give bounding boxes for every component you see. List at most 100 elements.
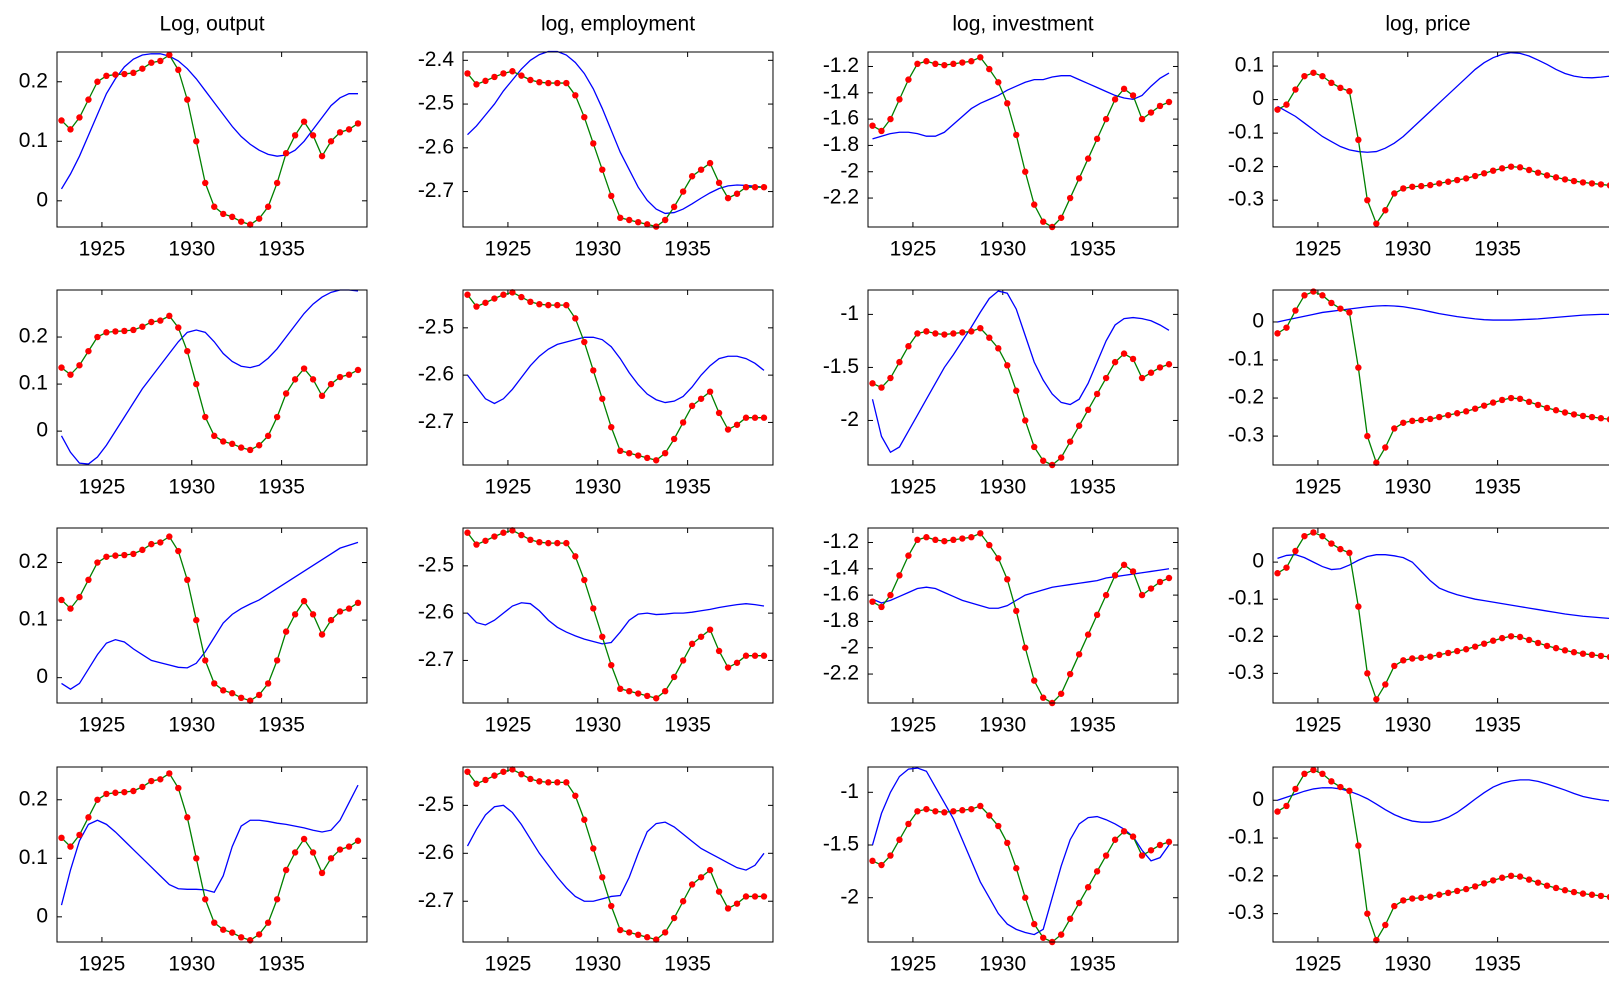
x-tick-label: 1925 — [79, 476, 126, 499]
series-line — [1277, 554, 1609, 620]
data-point — [751, 414, 759, 421]
y-tick-label: -2.7 — [418, 179, 454, 202]
data-point — [121, 551, 128, 559]
data-point — [670, 203, 678, 211]
data-point — [1120, 350, 1128, 357]
data-point — [1022, 168, 1029, 175]
data-point — [509, 766, 516, 773]
data-point — [464, 768, 471, 775]
data-point — [733, 900, 741, 907]
data-point — [1606, 653, 1609, 661]
data-point — [309, 611, 317, 618]
data-point — [554, 539, 561, 547]
y-tick-label: 0 — [36, 904, 48, 927]
data-point — [1436, 651, 1443, 659]
x-tick-label: 1935 — [1069, 953, 1116, 976]
data-point — [724, 426, 732, 433]
data-point — [273, 896, 281, 903]
data-point — [724, 664, 732, 671]
y-tick-label: -2.5 — [418, 553, 454, 576]
data-point — [995, 345, 1002, 352]
data-point — [914, 808, 921, 815]
data-point — [652, 457, 660, 464]
y-tick-label: 0 — [1252, 788, 1264, 811]
data-point — [67, 843, 74, 850]
data-point — [1373, 459, 1380, 466]
data-point — [643, 221, 651, 228]
data-point — [1057, 690, 1065, 697]
data-point — [229, 213, 236, 221]
data-point — [1579, 650, 1587, 657]
data-point — [617, 685, 624, 693]
data-point — [1489, 167, 1497, 174]
data-point — [1147, 847, 1155, 854]
data-point — [1400, 897, 1407, 904]
data-point — [554, 79, 561, 87]
y-tick-label: -0.1 — [1228, 826, 1264, 849]
data-point — [1066, 438, 1074, 445]
y-tick-label: -2 — [840, 159, 859, 182]
data-point — [175, 784, 182, 792]
data-point — [1066, 670, 1074, 678]
data-point — [345, 605, 353, 612]
data-point — [1543, 172, 1551, 179]
data-point — [715, 409, 723, 417]
data-point — [1337, 545, 1344, 553]
data-point — [76, 831, 83, 839]
data-point — [536, 300, 543, 308]
data-point — [246, 697, 254, 704]
data-point — [527, 775, 534, 783]
panel-frame — [867, 51, 1179, 228]
data-point — [1093, 135, 1101, 143]
series-line — [1277, 52, 1609, 153]
series-line — [871, 290, 1170, 454]
y-tick-label: -1.2 — [823, 54, 859, 77]
data-point — [869, 598, 876, 605]
data-point — [941, 537, 948, 545]
data-point — [1004, 839, 1011, 847]
x-tick-label: 1935 — [664, 238, 711, 261]
data-point — [1516, 873, 1524, 880]
series-line — [467, 50, 765, 215]
data-point — [869, 122, 876, 129]
data-point — [1147, 109, 1155, 116]
data-point — [1274, 330, 1281, 337]
data-point — [473, 81, 480, 88]
data-point — [599, 874, 606, 881]
data-point — [473, 541, 480, 548]
data-point — [157, 776, 164, 783]
y-tick-label: -0.3 — [1228, 661, 1264, 684]
data-point — [1346, 88, 1353, 95]
x-tick-label: 1925 — [890, 238, 937, 261]
x-tick-label: 1930 — [1384, 476, 1431, 499]
data-point — [264, 203, 272, 210]
data-point — [590, 140, 597, 147]
y-tick-label: -0.1 — [1228, 121, 1264, 144]
data-point — [941, 809, 948, 816]
y-tick-label: 0.1 — [1235, 54, 1264, 77]
data-point — [518, 531, 525, 539]
data-point — [473, 780, 480, 787]
data-point — [968, 534, 975, 541]
panel-title: log, investment — [952, 13, 1093, 36]
data-point — [563, 301, 570, 309]
data-point — [706, 388, 714, 395]
data-point — [193, 138, 200, 145]
data-point — [94, 78, 101, 85]
data-point — [220, 926, 227, 933]
data-point — [760, 183, 768, 191]
data-point — [300, 118, 308, 125]
x-tick-label: 1925 — [1295, 476, 1342, 499]
data-point — [679, 188, 687, 195]
data-point — [336, 129, 344, 136]
data-point — [626, 216, 633, 224]
data-point — [1507, 633, 1515, 640]
x-tick-label: 1930 — [574, 953, 621, 976]
data-point — [1525, 166, 1533, 174]
data-point — [1498, 634, 1506, 642]
data-point — [1445, 411, 1452, 419]
x-tick-label: 1930 — [168, 476, 215, 499]
data-point — [1120, 561, 1128, 569]
panel-frame — [867, 766, 1179, 943]
data-point — [760, 414, 768, 421]
